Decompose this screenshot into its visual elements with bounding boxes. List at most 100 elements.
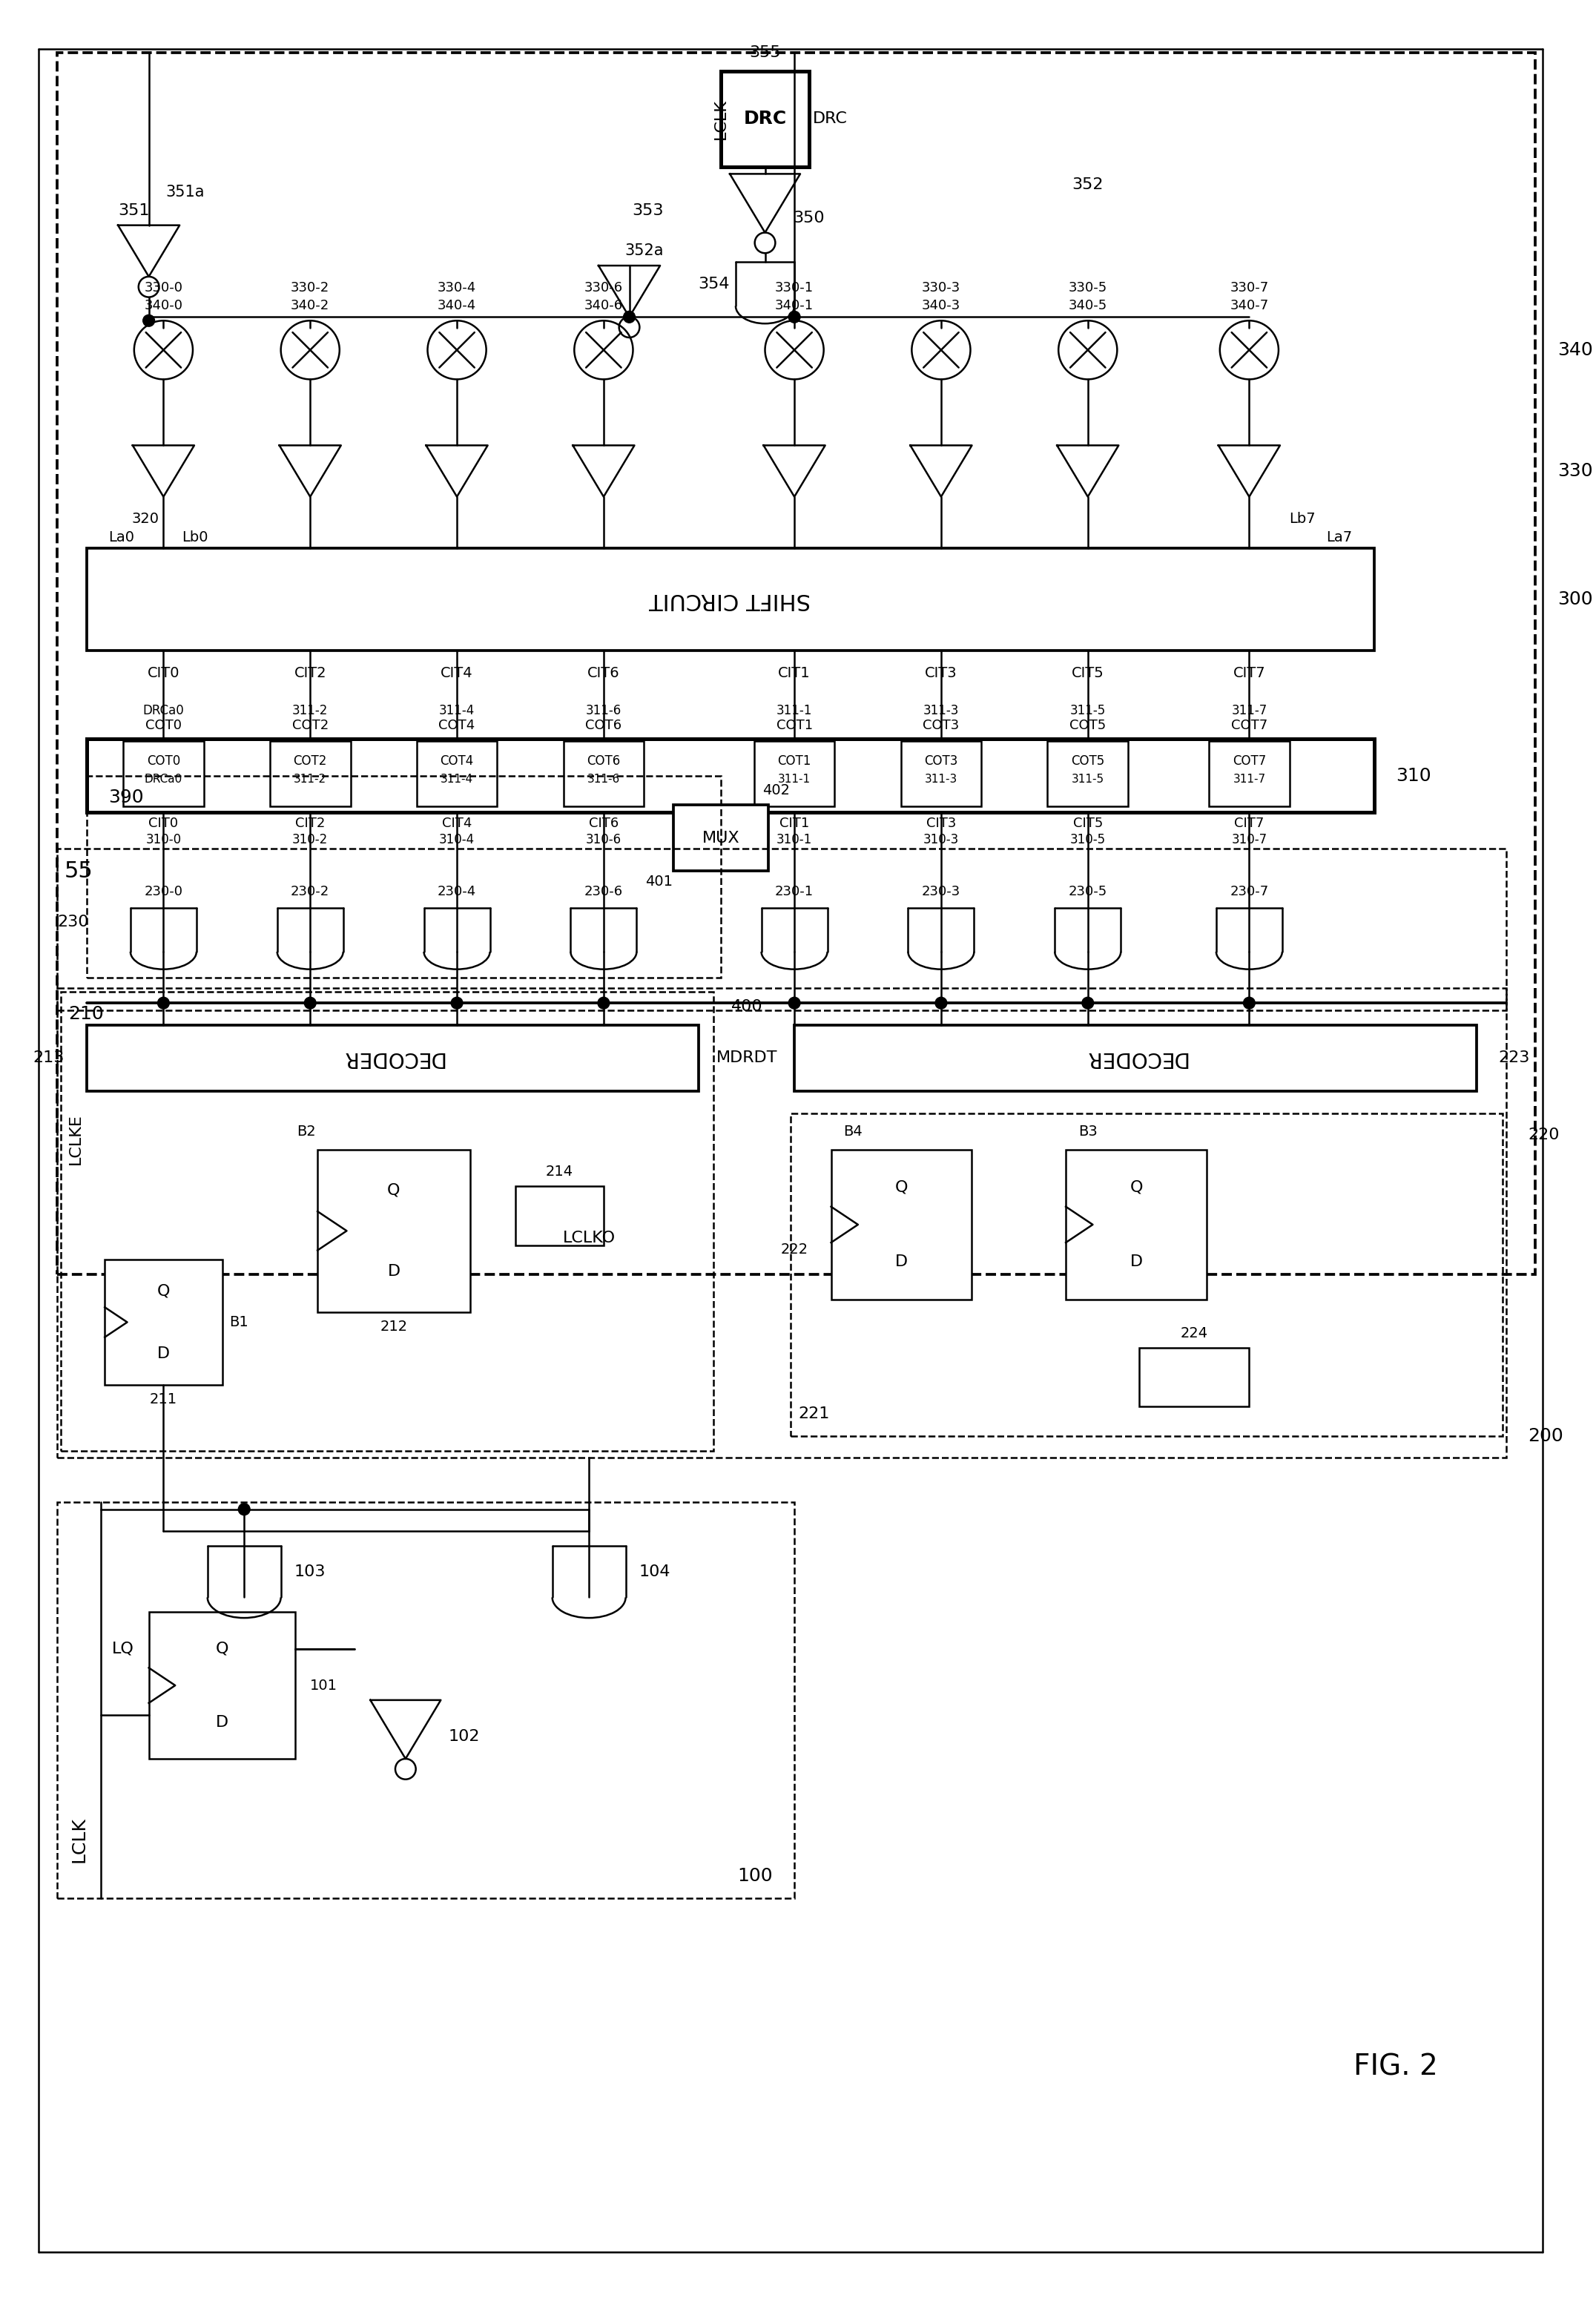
- Text: COT1: COT1: [776, 718, 812, 732]
- Text: 311-7: 311-7: [1232, 773, 1266, 785]
- Text: 214: 214: [546, 1164, 573, 1178]
- Text: 351: 351: [118, 202, 150, 219]
- Circle shape: [305, 996, 316, 1008]
- Text: 311-5: 311-5: [1071, 773, 1104, 785]
- Text: CIT5: CIT5: [1071, 665, 1104, 679]
- Bar: [57, 1503, 795, 1898]
- Text: CIT6: CIT6: [589, 817, 619, 831]
- Text: 310-7: 310-7: [1232, 833, 1267, 847]
- Text: 351a: 351a: [166, 184, 204, 200]
- Text: CIT6: CIT6: [587, 665, 619, 679]
- Bar: [753, 741, 835, 805]
- Text: 222: 222: [780, 1243, 808, 1256]
- Text: 340-7: 340-7: [1231, 299, 1269, 313]
- Text: 330-2: 330-2: [290, 281, 329, 295]
- Text: MDRDT: MDRDT: [717, 1052, 777, 1065]
- Text: COT6: COT6: [587, 755, 621, 769]
- Text: 352: 352: [1073, 177, 1103, 193]
- Text: 310-2: 310-2: [292, 833, 329, 847]
- Text: COT4: COT4: [440, 755, 474, 769]
- Text: 340-2: 340-2: [290, 299, 329, 313]
- Text: DRCa0: DRCa0: [142, 704, 184, 718]
- Text: COT4: COT4: [439, 718, 476, 732]
- Text: Lb7: Lb7: [1290, 511, 1315, 527]
- Text: CIT5: CIT5: [1073, 817, 1103, 831]
- Text: DRC: DRC: [744, 110, 787, 129]
- Text: Q: Q: [388, 1183, 401, 1199]
- Text: 340-3: 340-3: [922, 299, 961, 313]
- Bar: [123, 741, 204, 805]
- Text: CIT2: CIT2: [294, 665, 326, 679]
- Text: 310-5: 310-5: [1069, 833, 1106, 847]
- Text: 311-6: 311-6: [587, 773, 619, 785]
- Text: 230-2: 230-2: [290, 886, 329, 897]
- Circle shape: [158, 996, 169, 1008]
- Text: DECODER: DECODER: [1084, 1047, 1187, 1068]
- Text: 230-1: 230-1: [776, 886, 814, 897]
- Bar: [516, 1187, 603, 1245]
- Text: Q: Q: [156, 1284, 169, 1298]
- Text: 310-4: 310-4: [439, 833, 474, 847]
- Text: 300: 300: [1558, 591, 1593, 607]
- Text: B4: B4: [844, 1125, 862, 1139]
- Text: 230-3: 230-3: [922, 886, 961, 897]
- Text: 311-4: 311-4: [440, 773, 474, 785]
- Text: LCLK: LCLK: [713, 99, 728, 138]
- Text: 55: 55: [64, 861, 93, 881]
- Bar: [563, 741, 643, 805]
- Text: 401: 401: [645, 874, 672, 888]
- Text: FIG. 2: FIG. 2: [1353, 2052, 1438, 2080]
- Bar: [57, 989, 1507, 1459]
- Text: 211: 211: [150, 1392, 177, 1406]
- Bar: [86, 1024, 699, 1091]
- Text: MUX: MUX: [702, 831, 741, 844]
- Text: COT2: COT2: [294, 755, 327, 769]
- Bar: [790, 1114, 1502, 1436]
- Text: 102: 102: [448, 1730, 480, 1744]
- Text: CIT7: CIT7: [1234, 817, 1264, 831]
- Text: 390: 390: [109, 789, 144, 805]
- Bar: [900, 741, 982, 805]
- Text: 310-3: 310-3: [922, 833, 959, 847]
- Text: B2: B2: [297, 1125, 316, 1139]
- Text: 402: 402: [763, 782, 790, 796]
- Text: 230-0: 230-0: [144, 886, 182, 897]
- Bar: [674, 805, 769, 872]
- Text: 330-4: 330-4: [437, 281, 476, 295]
- Text: 311-5: 311-5: [1069, 704, 1106, 718]
- Text: 311-2: 311-2: [292, 704, 329, 718]
- Circle shape: [788, 311, 800, 322]
- Text: CIT7: CIT7: [1234, 665, 1266, 679]
- Text: 340-6: 340-6: [584, 299, 622, 313]
- Text: B1: B1: [230, 1316, 249, 1330]
- Text: 311-1: 311-1: [776, 704, 812, 718]
- Bar: [1140, 1348, 1250, 1406]
- Text: 103: 103: [294, 1565, 326, 1578]
- Text: 213: 213: [34, 1052, 64, 1065]
- Bar: [105, 1261, 222, 1385]
- Text: COT3: COT3: [922, 718, 959, 732]
- Text: 101: 101: [310, 1677, 338, 1694]
- Text: 210: 210: [69, 1006, 104, 1024]
- Text: B3: B3: [1079, 1125, 1098, 1139]
- Text: 330: 330: [1558, 463, 1593, 481]
- Text: 230-6: 230-6: [584, 886, 622, 897]
- Text: 220: 220: [1527, 1127, 1559, 1144]
- Text: 104: 104: [640, 1565, 670, 1578]
- Text: 223: 223: [1499, 1052, 1531, 1065]
- Bar: [86, 739, 1374, 812]
- Text: CIT0: CIT0: [148, 817, 179, 831]
- Circle shape: [452, 996, 463, 1008]
- Text: 340-0: 340-0: [144, 299, 182, 313]
- Text: 330-6: 330-6: [584, 281, 622, 295]
- Text: COT1: COT1: [777, 755, 811, 769]
- Text: COT2: COT2: [292, 718, 329, 732]
- Text: 311-7: 311-7: [1231, 704, 1267, 718]
- Text: 212: 212: [380, 1318, 407, 1335]
- Text: CIT4: CIT4: [442, 817, 472, 831]
- Text: CIT0: CIT0: [147, 665, 180, 679]
- Text: D: D: [156, 1346, 169, 1360]
- Text: 221: 221: [798, 1406, 830, 1422]
- Text: LQ: LQ: [112, 1641, 134, 1657]
- Text: 200: 200: [1527, 1427, 1564, 1445]
